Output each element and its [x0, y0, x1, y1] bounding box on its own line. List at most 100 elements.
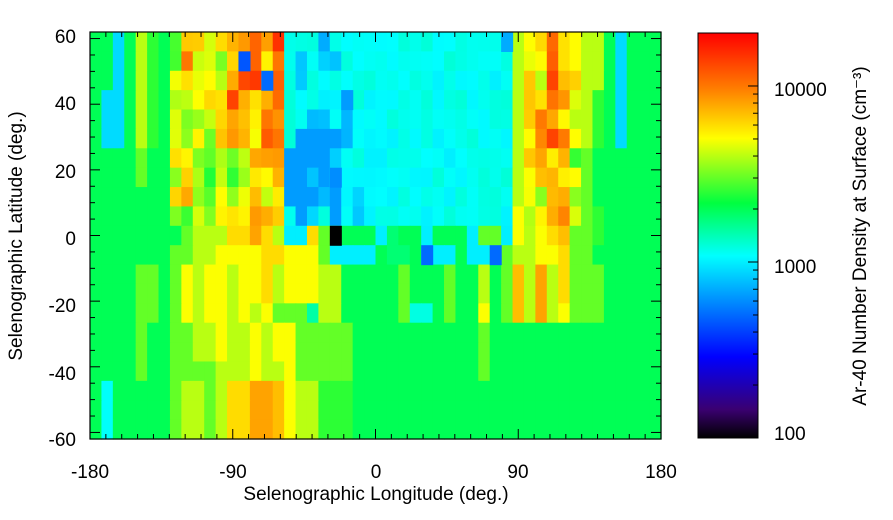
heatmap-cell — [101, 51, 114, 72]
heatmap-cell — [603, 400, 616, 421]
heatmap-cell — [238, 264, 251, 285]
heatmap-cell — [512, 283, 525, 304]
heatmap-cell — [535, 380, 548, 401]
heatmap-cell — [112, 361, 125, 382]
heatmap-cell — [284, 128, 297, 149]
heatmap-cell — [615, 342, 628, 363]
heatmap-cell — [535, 187, 548, 208]
heatmap-cell — [124, 206, 137, 227]
heatmap-cell — [169, 264, 182, 285]
heatmap-cell — [192, 303, 205, 324]
heatmap-cell — [375, 51, 388, 72]
heatmap-cell — [306, 51, 319, 72]
heatmap-cell — [284, 51, 297, 72]
heatmap-cell — [478, 148, 491, 169]
heatmap-cell — [295, 51, 308, 72]
heatmap-cell — [158, 245, 171, 266]
heatmap-cell — [90, 245, 103, 266]
heatmap-cell — [581, 303, 594, 324]
heatmap-cell — [135, 400, 148, 421]
heatmap-cell — [181, 361, 194, 382]
heatmap-cell — [295, 109, 308, 130]
heatmap-cell — [581, 128, 594, 149]
heatmap-cell — [261, 322, 274, 343]
heatmap-cell — [306, 187, 319, 208]
heatmap-cell — [626, 70, 639, 91]
heatmap-cell — [227, 51, 240, 72]
heatmap-cell — [318, 225, 331, 246]
heatmap-cell — [124, 245, 137, 266]
heatmap-cell — [124, 322, 137, 343]
heatmap-cell — [615, 303, 628, 324]
heatmap-cell — [375, 70, 388, 91]
heatmap-cell — [101, 148, 114, 169]
heatmap-cell — [375, 128, 388, 149]
heatmap-cell — [238, 361, 251, 382]
heatmap-cell — [592, 264, 605, 285]
heatmap-cell — [192, 225, 205, 246]
heatmap-cell — [101, 32, 114, 52]
heatmap-cell — [261, 148, 274, 169]
heatmap-cell — [444, 283, 457, 304]
heatmap-cell — [603, 322, 616, 343]
heatmap-cell — [603, 206, 616, 227]
heatmap-cell — [341, 148, 354, 169]
heatmap-cell — [249, 70, 262, 91]
heatmap-cell — [432, 283, 445, 304]
heatmap-cell — [649, 400, 662, 421]
heatmap-cell — [386, 400, 399, 421]
heatmap-cell — [272, 283, 285, 304]
heatmap-cell — [204, 400, 217, 421]
heatmap-cell — [261, 342, 274, 363]
heatmap-cell — [238, 225, 251, 246]
heatmap-cell — [158, 90, 171, 111]
heatmap-cell — [409, 225, 422, 246]
heatmap-cell — [444, 148, 457, 169]
heatmap-cell — [581, 148, 594, 169]
heatmap-cell — [535, 264, 548, 285]
heatmap-cell — [421, 380, 434, 401]
heatmap-cell — [272, 225, 285, 246]
heatmap-cell — [124, 342, 137, 363]
heatmap-cell — [432, 303, 445, 324]
heatmap-cell — [295, 225, 308, 246]
heatmap-cell — [581, 342, 594, 363]
heatmap-cell — [409, 70, 422, 91]
heatmap-cell — [523, 90, 536, 111]
heatmap-cell — [284, 32, 297, 52]
heatmap-cell — [249, 167, 262, 188]
heatmap-cell — [135, 245, 148, 266]
heatmap-cell — [147, 361, 160, 382]
heatmap-cell — [158, 148, 171, 169]
heatmap-cell — [512, 264, 525, 285]
heatmap-cell — [444, 187, 457, 208]
heatmap-cell — [501, 400, 514, 421]
heatmap-cell — [615, 51, 628, 72]
heatmap-cell — [249, 109, 262, 130]
heatmap-cell — [569, 109, 582, 130]
heatmap-cell — [626, 264, 639, 285]
heatmap-cell — [375, 225, 388, 246]
heatmap-cell — [192, 167, 205, 188]
heatmap-cell — [238, 419, 251, 440]
heatmap-cell — [649, 361, 662, 382]
heatmap-cell — [512, 109, 525, 130]
heatmap-cell — [135, 51, 148, 72]
heatmap-cell — [352, 109, 365, 130]
heatmap-cell — [512, 361, 525, 382]
heatmap-cell — [227, 400, 240, 421]
heatmap-cell — [135, 342, 148, 363]
heatmap-cell — [409, 187, 422, 208]
heatmap-cell — [501, 109, 514, 130]
heatmap-cell — [432, 90, 445, 111]
heatmap-cell — [306, 322, 319, 343]
heatmap-cell — [398, 148, 411, 169]
heatmap-cell — [546, 380, 559, 401]
heatmap-cell — [318, 90, 331, 111]
heatmap-cell — [181, 32, 194, 52]
heatmap-cell — [512, 167, 525, 188]
heatmap-cell — [626, 51, 639, 72]
heatmap-cell — [444, 167, 457, 188]
heatmap-cell — [638, 342, 651, 363]
heatmap-cell — [352, 148, 365, 169]
